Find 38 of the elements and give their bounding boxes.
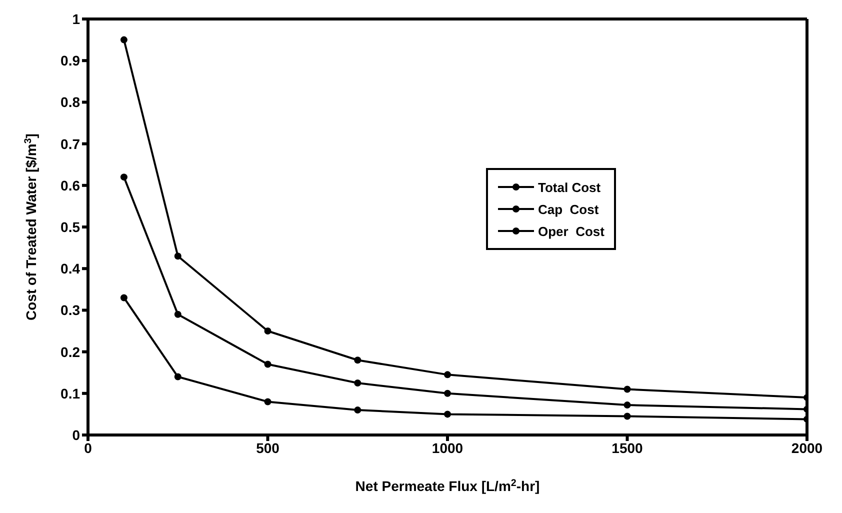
x-tick-label: 2000: [791, 440, 823, 456]
y-tick-label: 0.5: [60, 218, 80, 235]
point: [174, 310, 182, 318]
point: [174, 252, 182, 260]
point: [264, 398, 272, 406]
y-tick-label: 0.2: [60, 344, 80, 360]
y-tick-label: 0: [72, 426, 80, 443]
x-tick-label: 500: [256, 440, 280, 456]
x-axis-title: Net Permeate Flux [L/m$^{2}$-hr]: [355, 478, 540, 494]
y-tick-label: 0.6: [60, 177, 80, 194]
point: [354, 356, 362, 364]
y-tick-label: 0.7: [60, 136, 80, 152]
y-tick-label: 0.4: [60, 260, 80, 277]
point: [120, 294, 128, 302]
point: [354, 380, 362, 386]
legend-label: Oper Cost: [538, 224, 604, 238]
legend-label: Total Cost: [538, 180, 601, 194]
point: [444, 390, 451, 397]
y-tick-label: 0.3: [60, 302, 80, 318]
point: [120, 36, 128, 44]
y-tick-label: 0.8: [60, 94, 80, 110]
point: [444, 371, 451, 378]
point: [354, 406, 362, 414]
y-tick-label: 0.9: [60, 52, 80, 69]
point: [624, 402, 631, 409]
y-tick-label: 1: [72, 10, 80, 27]
point: [264, 360, 272, 368]
point: [624, 386, 631, 393]
point: [264, 328, 272, 334]
point: [624, 412, 631, 420]
x-tick-label: 1500: [612, 440, 644, 456]
point: [444, 410, 451, 418]
point: [174, 373, 182, 380]
x-tick-label: 1000: [432, 440, 464, 456]
point: [120, 174, 128, 181]
y-tick-label: 0.1: [60, 385, 80, 402]
x-tick-label: 0: [84, 440, 92, 456]
legend-label: Cap Cost: [538, 202, 599, 216]
